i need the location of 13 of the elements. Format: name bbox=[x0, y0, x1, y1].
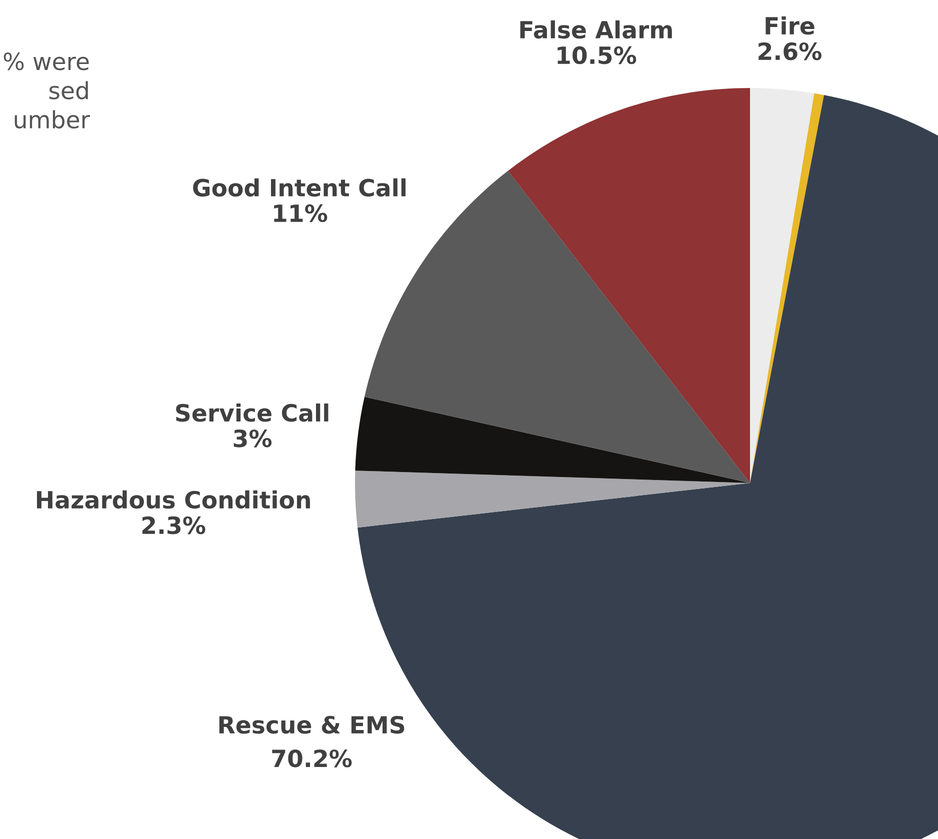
slice-label: Hazardous Condition bbox=[36, 490, 310, 509]
data-label: 2.3% bbox=[142, 516, 206, 534]
data-label: 2.6% bbox=[758, 42, 822, 60]
data-label: 10.5% bbox=[558, 46, 636, 64]
slice-label: False Alarm bbox=[520, 20, 672, 39]
slice-label: Fire bbox=[766, 16, 814, 35]
slice-label: Service Call bbox=[176, 404, 328, 422]
data-label: 70.2% bbox=[272, 750, 352, 768]
slice-label: Good Intent Call bbox=[193, 178, 406, 197]
slice-label: Rescue & EMS bbox=[219, 716, 404, 734]
data-label: 11% bbox=[274, 204, 328, 222]
text: % were sed umber bbox=[4, 52, 90, 129]
data-label: 3% bbox=[234, 429, 272, 448]
